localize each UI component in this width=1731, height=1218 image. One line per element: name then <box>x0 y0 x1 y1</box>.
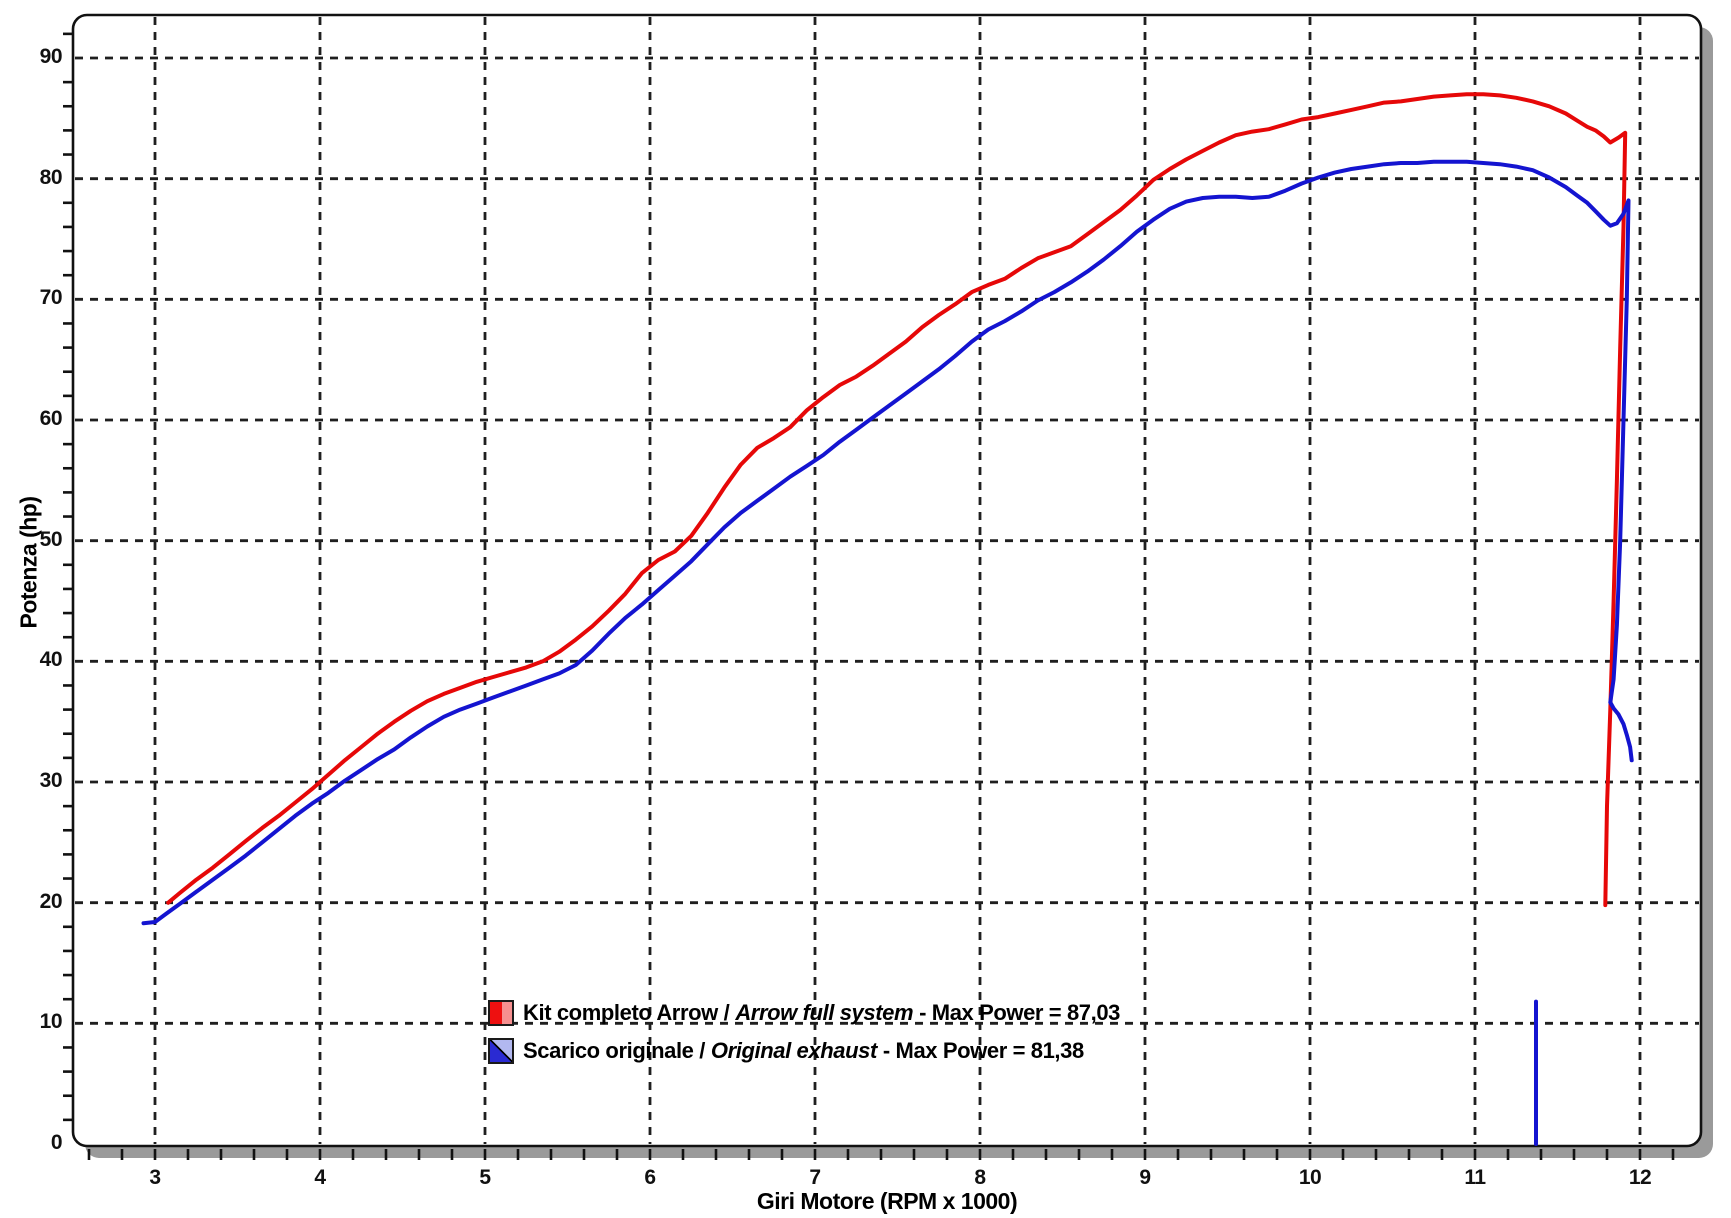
y-tick-label: 20 <box>39 889 63 913</box>
legend-label-maxpower: - Max Power = 87,03 <box>919 1000 1121 1025</box>
y-tick-label: 90 <box>39 44 63 68</box>
legend-swatch-red-icon <box>488 1000 514 1026</box>
x-tick-label: 12 <box>1628 1166 1652 1189</box>
y-tick-label: 0 <box>50 1131 63 1154</box>
legend-swatch-blue-icon <box>488 1038 514 1064</box>
y-tick-label: 70 <box>39 286 63 310</box>
y-tick-label: 10 <box>39 1010 63 1034</box>
x-tick-label: 4 <box>314 1166 326 1189</box>
y-axis-title: Potenza (hp) <box>15 496 42 629</box>
x-tick-label: 11 <box>1464 1166 1486 1189</box>
legend-label-main: Kit completo Arrow / <box>523 1000 730 1025</box>
x-tick-label: 5 <box>479 1166 491 1189</box>
legend-item-original-exhaust: Scarico originale / Original exhaust - Max… <box>488 1037 1120 1065</box>
legend-label-main: Scarico originale / <box>523 1038 705 1063</box>
y-tick-label: 40 <box>39 648 63 672</box>
x-tick-label: 6 <box>644 1166 656 1189</box>
x-tick-label: 8 <box>974 1166 986 1189</box>
x-axis-title: Giri Motore (RPM x 1000) <box>756 1188 1018 1214</box>
legend-item-arrow-kit: Kit completo Arrow / Arrow full system - M… <box>488 999 1120 1027</box>
x-tick-label: 10 <box>1298 1166 1322 1189</box>
legend-label-italic: Original exhaust <box>710 1038 877 1063</box>
legend-label-italic: Arrow full system <box>735 1000 914 1025</box>
y-tick-label: 80 <box>39 165 63 189</box>
x-tick-label: 3 <box>149 1166 161 1189</box>
y-tick-label: 50 <box>39 527 63 551</box>
y-tick-label: 60 <box>39 406 63 430</box>
legend: Kit completo Arrow / Arrow full system - M… <box>488 999 1120 1075</box>
legend-label-maxpower: - Max Power = 81,38 <box>882 1038 1084 1063</box>
x-tick-label: 9 <box>1139 1166 1151 1189</box>
y-tick-label: 30 <box>39 768 63 792</box>
x-tick-label: 7 <box>809 1166 821 1189</box>
